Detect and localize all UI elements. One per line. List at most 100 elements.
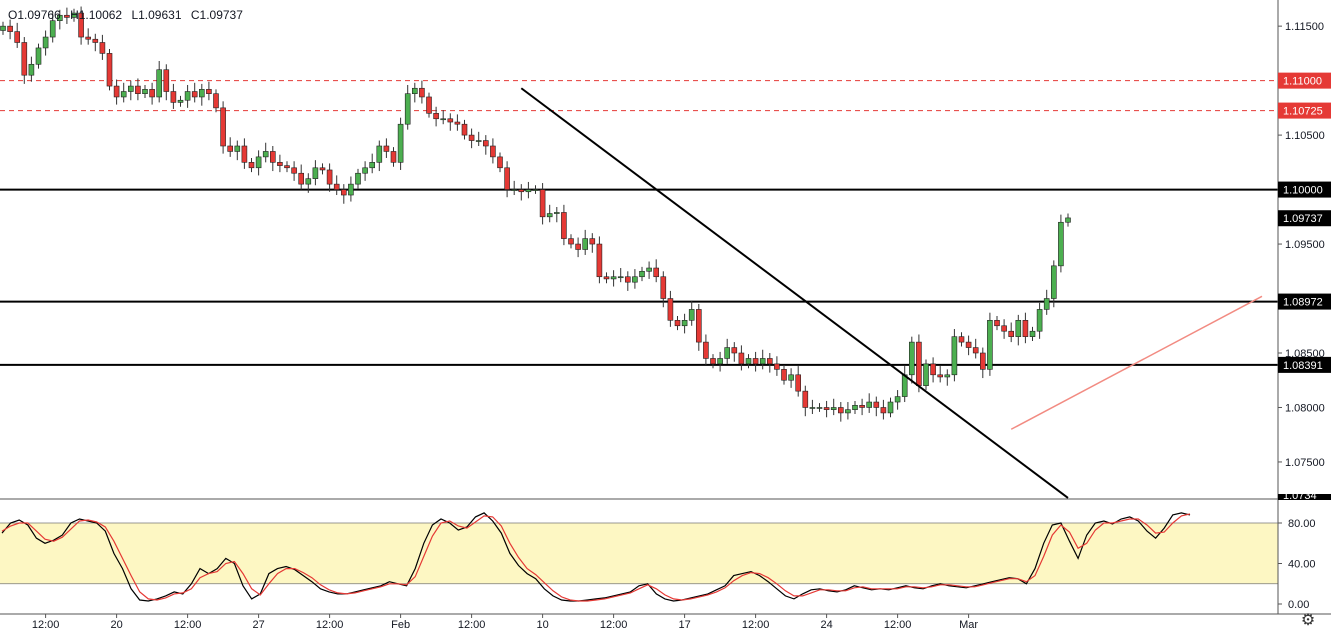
level-label-bg: [1278, 356, 1331, 373]
candle-body: [1001, 325, 1007, 332]
candle-body: [632, 276, 638, 283]
candle-body: [135, 85, 141, 94]
candle-body: [979, 352, 986, 370]
candle-body: [908, 341, 915, 376]
candle-body: [1051, 265, 1057, 299]
candle-body: [475, 140, 482, 142]
candlesticks: [0, 6, 1071, 422]
last-price-label: 1.09737: [1283, 213, 1323, 225]
candle-body: [234, 145, 241, 152]
time-tick-label: 12:00: [884, 619, 912, 631]
candle-body: [482, 140, 489, 147]
candle-body: [987, 320, 993, 370]
candle-body: [561, 212, 567, 239]
candle-body: [1058, 221, 1064, 267]
candle-body: [14, 31, 20, 43]
price-tick-label: 1.10500: [1285, 130, 1325, 142]
candle-body: [184, 91, 191, 101]
candle-body: [930, 363, 936, 376]
candle-body: [624, 276, 631, 283]
osc-tick-label: 80.00: [1288, 518, 1316, 530]
candle-body: [944, 374, 951, 378]
open-value: O1.09766: [8, 8, 61, 22]
candle-body: [695, 309, 702, 343]
level-label: 1.08972: [1283, 297, 1323, 309]
candle-body: [92, 38, 99, 43]
candle-body: [21, 42, 28, 76]
candle-body: [64, 14, 70, 18]
time-tick-label: 12:00: [32, 619, 60, 631]
candle-body: [419, 87, 425, 98]
candle-body: [213, 93, 219, 109]
candle-body: [227, 145, 233, 152]
candle-body: [305, 178, 312, 185]
candle-body: [809, 407, 816, 409]
candle-body: [56, 14, 63, 22]
candle-body: [440, 118, 447, 121]
partial-label: 1.0734: [1283, 490, 1317, 502]
osc-tick-label: 40.00: [1288, 559, 1316, 571]
candle-body: [852, 405, 858, 410]
candle-body: [390, 151, 397, 163]
candle-body: [42, 36, 49, 49]
candle-body: [269, 151, 276, 163]
time-tick-label: 12:00: [600, 619, 628, 631]
candle-body: [617, 276, 624, 279]
candle-body: [1043, 298, 1050, 310]
candle-body: [766, 358, 773, 365]
candle-body: [674, 320, 681, 327]
candle-body: [383, 145, 390, 152]
candle-body: [710, 358, 716, 365]
candle-body: [376, 145, 383, 163]
trendlines[interactable]: [520, 87, 1263, 499]
candle-body: [497, 156, 503, 169]
candle-body: [1008, 330, 1015, 337]
candle-body: [340, 189, 347, 196]
uptrend-line: [1010, 295, 1263, 430]
candle-body: [1022, 320, 1029, 337]
candle-body: [468, 134, 475, 141]
time-tick-label: 17: [678, 619, 690, 631]
candle-body: [433, 113, 439, 120]
last-price-bg: [1278, 210, 1331, 227]
candle-body: [994, 320, 1000, 327]
candle-body: [411, 87, 418, 94]
candle-body: [546, 213, 553, 218]
candle-body: [348, 183, 354, 196]
candle-body: [518, 189, 525, 193]
candle-body: [759, 358, 766, 365]
candle-body: [859, 405, 865, 408]
level-label-bg: [1278, 102, 1331, 119]
candle-body: [745, 358, 752, 365]
candle-body: [1015, 320, 1022, 337]
candle-body: [78, 12, 84, 38]
candle-body: [248, 162, 255, 169]
time-tick-label: 10: [536, 619, 548, 631]
time-axis[interactable]: 12:00 20 12:00 27 12:00 Feb 12:00 10 12:00 17 12:0…: [32, 614, 979, 631]
candle-body: [319, 167, 326, 171]
candle-body: [582, 238, 589, 250]
candle-body: [454, 121, 461, 125]
candle-body: [830, 407, 837, 410]
stoch-d-line: [1, 513, 1191, 602]
candle-body: [880, 407, 887, 414]
high-value: H1.10062: [70, 8, 123, 22]
candle-body: [71, 12, 77, 18]
level-label: 1.11000: [1283, 76, 1322, 88]
time-tick-label: 12:00: [742, 619, 770, 631]
candle-body: [262, 151, 269, 158]
candle-body: [220, 107, 226, 147]
candle-body: [958, 336, 965, 343]
candle-body: [149, 89, 155, 98]
horizontal-levels[interactable]: [0, 80, 1278, 366]
candle-body: [241, 145, 248, 163]
candle-body: [326, 169, 333, 185]
candle-body: [511, 189, 518, 191]
candle-body: [688, 309, 695, 321]
candle-body: [369, 162, 376, 169]
candle-body: [397, 123, 404, 163]
osc-band: [0, 523, 1278, 584]
settings-gear-icon[interactable]: ⚙: [1300, 612, 1316, 629]
close-value: C1.09737: [190, 8, 243, 22]
